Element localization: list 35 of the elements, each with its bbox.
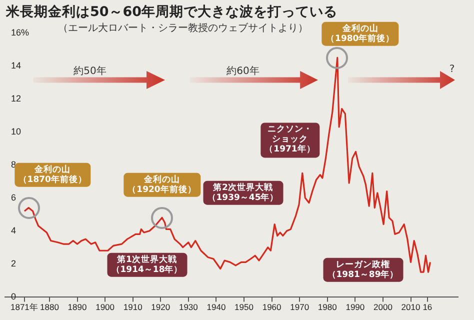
annotation: ニクソン・ショック（1971年） bbox=[260, 122, 320, 158]
x-tick-label: 1970 bbox=[290, 302, 310, 312]
x-tick-label: 1990 bbox=[346, 302, 365, 312]
x-tick-label: 1910 bbox=[123, 302, 143, 312]
y-tick-label: 16% bbox=[11, 27, 30, 38]
y-tick-label: 4 bbox=[11, 225, 16, 236]
annotation: 第2次世界大戦（1939～45年） bbox=[203, 180, 283, 206]
x-tick-label: 1871年 bbox=[10, 302, 38, 312]
chart-title: 米長期金利は50～60年周期で大きな波を打っている bbox=[6, 3, 338, 21]
annotation: ? bbox=[449, 64, 455, 76]
y-tick-label: 10 bbox=[11, 126, 22, 136]
annotation: 第1次世界大戦（1914～18年） bbox=[107, 252, 187, 278]
x-tick-label: 1950 bbox=[234, 302, 254, 312]
x-tick-label: 1880 bbox=[40, 302, 60, 312]
x-tick-label: 2010 bbox=[401, 302, 420, 312]
chart-subtitle: （エール大ロバート・シラー教授のウェブサイトより） bbox=[58, 22, 308, 35]
x-tick-label: 16 bbox=[422, 302, 432, 312]
x-tick-label: 1960 bbox=[262, 302, 282, 312]
x-tick-label: 1930 bbox=[178, 302, 198, 312]
x-tick-label: 1900 bbox=[96, 302, 115, 312]
annotation: レーガン政権（1981～89年） bbox=[323, 258, 403, 282]
y-tick-label: 12 bbox=[11, 93, 22, 104]
x-tick-label: 1940 bbox=[206, 302, 226, 312]
x-tick-label: 1890 bbox=[68, 302, 87, 312]
annotation: 金利の山（1980年前後） bbox=[322, 22, 399, 46]
y-tick-label: 2 bbox=[11, 258, 16, 268]
y-tick-label: 6 bbox=[11, 192, 16, 202]
x-tick-label: 2000 bbox=[374, 302, 393, 312]
annotation: 約50年 bbox=[74, 66, 106, 78]
annotation: 約60年 bbox=[226, 66, 260, 78]
x-tick-label: 1920 bbox=[151, 302, 170, 312]
annotation: 金利の山（1870年前後） bbox=[14, 162, 91, 187]
x-tick-label: 1980 bbox=[318, 302, 338, 312]
y-tick-label: 14 bbox=[11, 60, 22, 70]
annotation: 金利の山（1920年前後） bbox=[124, 172, 200, 197]
